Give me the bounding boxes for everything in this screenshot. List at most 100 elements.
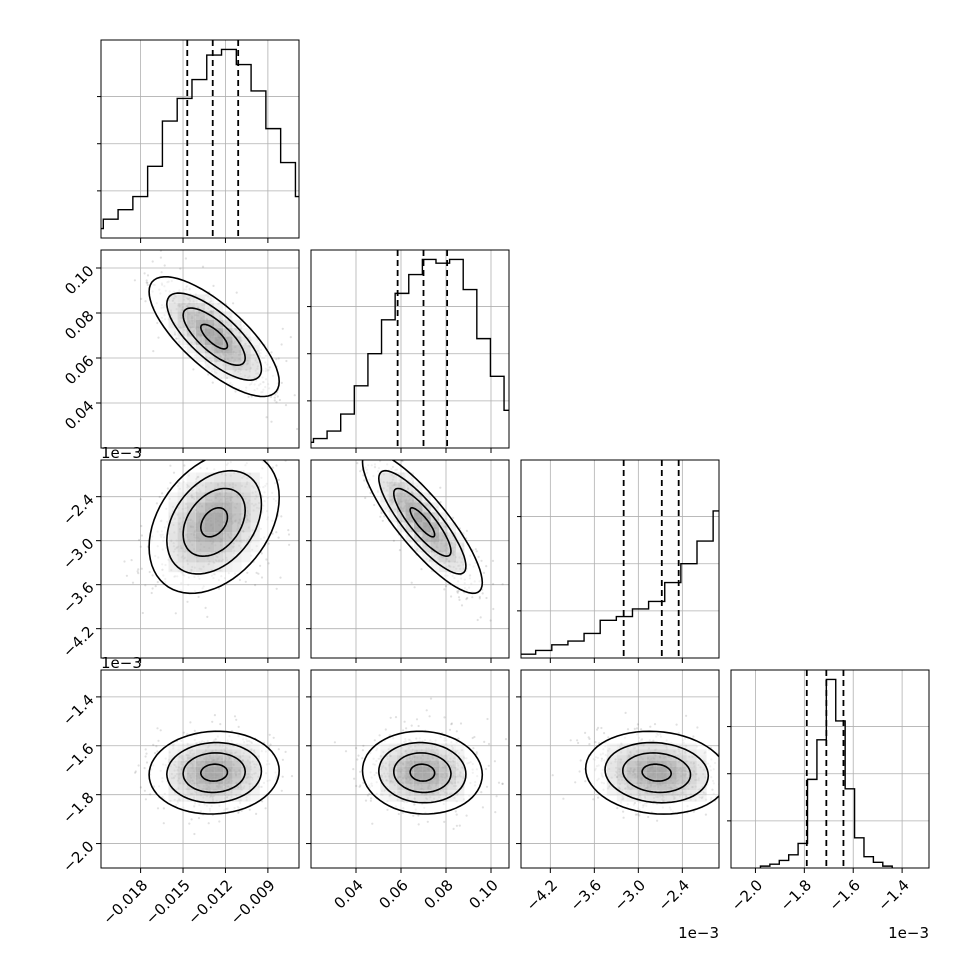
x-tick-label: −1.4 xyxy=(874,876,912,914)
scatter-point xyxy=(624,711,627,715)
panel-content xyxy=(356,450,504,622)
contour-fill xyxy=(362,460,483,594)
scatter-point xyxy=(636,813,639,816)
scatter-point xyxy=(386,808,389,811)
scatter-point xyxy=(444,585,448,588)
scatter-point xyxy=(287,533,291,536)
scatter-point xyxy=(260,441,262,443)
scatter-point xyxy=(495,795,498,798)
scatter-point xyxy=(216,451,218,453)
scatter-point xyxy=(465,814,468,817)
scatter-point xyxy=(401,811,404,814)
scatter-point xyxy=(362,474,365,477)
scatter-point xyxy=(139,786,142,789)
scatter-point xyxy=(123,560,126,563)
scatter-point xyxy=(157,739,160,742)
scatter-point xyxy=(212,284,215,287)
x-tick-label: −4.2 xyxy=(523,876,561,914)
scatter-point xyxy=(190,818,193,821)
scatter-point xyxy=(284,750,287,754)
contour-line xyxy=(182,487,247,558)
scatter-point xyxy=(160,271,163,274)
scatter-point xyxy=(692,810,695,813)
scatter-point xyxy=(493,760,496,763)
scatter-point xyxy=(183,464,186,467)
contour-fill xyxy=(585,731,719,815)
scatter-point xyxy=(389,716,392,719)
scatter-point xyxy=(179,267,182,270)
scatter-point xyxy=(428,715,431,718)
contour-line xyxy=(392,487,452,558)
scatter-point xyxy=(368,452,370,454)
scatter-point xyxy=(233,715,237,718)
scatter-point xyxy=(207,822,210,825)
scatter-point xyxy=(751,801,753,803)
scatter-point xyxy=(383,515,386,518)
y-tick-label: −2.4 xyxy=(59,490,97,528)
x-tick-label: 0.06 xyxy=(375,876,411,912)
scatter-panel-p2-p3 xyxy=(520,669,753,869)
x-tick-label: −0.009 xyxy=(227,876,279,928)
scatter-point xyxy=(159,256,162,259)
scatter-point xyxy=(626,728,630,731)
panel-content xyxy=(134,714,318,836)
y-tick-label: 0.04 xyxy=(61,397,97,433)
scatter-panel-p0-p2 xyxy=(100,441,300,659)
panel-frame xyxy=(100,249,300,449)
scatter-point xyxy=(201,265,205,268)
scatter-point xyxy=(480,791,483,794)
scatter-point xyxy=(248,808,251,811)
scatter-point xyxy=(275,401,278,404)
scatter-point xyxy=(369,491,372,495)
x-tick-label: −2.4 xyxy=(655,876,693,914)
scatter-point xyxy=(574,781,577,784)
scatter-point xyxy=(450,595,453,598)
scatter-point xyxy=(403,720,406,723)
scatter-point xyxy=(596,728,599,731)
scatter-point xyxy=(316,748,318,750)
scatter-point xyxy=(727,787,729,789)
scatter-point xyxy=(130,559,133,562)
scatter-point xyxy=(267,542,270,545)
scatter-point xyxy=(485,785,489,788)
contour-line xyxy=(182,752,247,794)
scatter-point xyxy=(481,806,484,809)
scatter-point xyxy=(151,587,154,590)
scatter-point xyxy=(263,454,265,456)
scatter-point xyxy=(736,729,738,731)
scatter-point xyxy=(174,612,177,615)
scatter-point xyxy=(622,810,625,813)
scatter-point xyxy=(455,824,458,827)
contour-line xyxy=(621,752,692,794)
scatter-point xyxy=(275,531,278,534)
scatter-point xyxy=(155,502,158,505)
scatter-point xyxy=(193,729,196,733)
scatter-point xyxy=(237,725,240,729)
scatter-point xyxy=(385,450,387,452)
x-offset-label: 1e−3 xyxy=(888,924,929,942)
contour-line xyxy=(584,730,719,815)
scatter-point xyxy=(268,733,271,736)
scatter-point xyxy=(656,819,659,822)
scatter-point xyxy=(485,565,488,568)
panel-frame xyxy=(730,669,930,869)
x-tick-label: −1.8 xyxy=(777,876,815,914)
scatter-point xyxy=(497,781,501,784)
scatter-point xyxy=(517,812,519,814)
scatter-point xyxy=(478,595,481,599)
scatter-point xyxy=(592,798,595,801)
scatter-panel-p1-p3 xyxy=(310,669,519,869)
scatter-point xyxy=(359,470,362,473)
scatter-point xyxy=(273,396,276,399)
scatter-point xyxy=(197,595,200,599)
scatter-point xyxy=(460,604,464,607)
scatter-point xyxy=(425,709,428,712)
y-tick-label: −3.0 xyxy=(59,534,97,572)
scatter-point xyxy=(728,791,730,793)
scatter-point xyxy=(157,336,160,339)
scatter-point xyxy=(417,814,420,817)
scatter-point xyxy=(579,759,582,762)
scatter-point xyxy=(275,464,278,467)
scatter-point xyxy=(143,767,146,770)
scatter-point xyxy=(640,728,643,731)
